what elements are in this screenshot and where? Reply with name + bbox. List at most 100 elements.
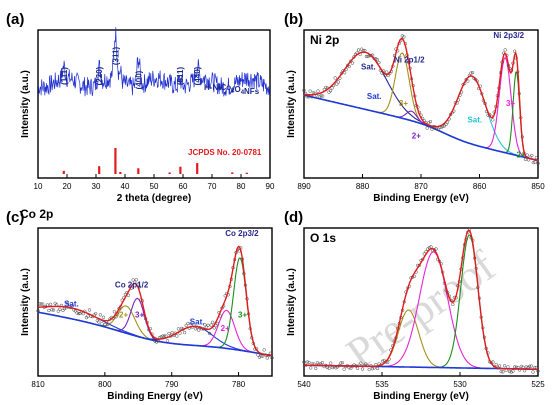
peak-annotation: Co 2p3/2 [225, 229, 259, 238]
data-point [501, 370, 505, 374]
x-tick-label: 535 [375, 380, 389, 389]
data-point [307, 360, 311, 365]
data-point [330, 86, 334, 90]
y-axis-title: Intensity (a.u.) [20, 268, 31, 336]
data-point [182, 330, 187, 335]
data-point [339, 361, 343, 365]
data-point [340, 361, 345, 365]
component-curve-purple [303, 94, 539, 161]
peak-annotation: 3+ [135, 311, 144, 320]
data-point [369, 53, 373, 58]
envelope-fit [303, 37, 539, 162]
component-curve-navy [303, 51, 539, 161]
data-point [469, 71, 473, 75]
data-point [375, 366, 380, 371]
panel-letter: (a) [6, 11, 24, 28]
data-point [425, 126, 429, 130]
x-tick-label: 40 [121, 182, 130, 191]
data-point [402, 35, 406, 39]
data-point [430, 127, 434, 131]
sample-label-part: O [234, 85, 240, 94]
data-point [302, 360, 306, 364]
data-point [305, 360, 309, 364]
data-point [260, 354, 265, 358]
data-point [101, 315, 106, 319]
plot-frame [303, 227, 539, 377]
data-point [270, 356, 274, 360]
reference-bar [119, 171, 122, 174]
x-axis-title: 2 theta (degree) [117, 193, 191, 204]
data-point [494, 362, 498, 367]
data-point [531, 160, 535, 165]
data-point [165, 339, 170, 343]
data-point [70, 303, 74, 308]
data-point [530, 153, 534, 158]
data-point [342, 367, 346, 371]
data-point [37, 302, 42, 306]
data-point [328, 89, 333, 93]
sample-label-subscript: 4 [241, 90, 245, 96]
peak-annotation: Sat. [64, 300, 79, 309]
reference-bar [98, 166, 101, 174]
data-point [417, 263, 421, 268]
data-point [39, 302, 43, 306]
x-tick-label: 50 [150, 182, 159, 191]
reference-bar [168, 172, 171, 174]
data-point [317, 95, 322, 99]
data-point [347, 64, 351, 69]
x-tick-label: 780 [232, 380, 246, 389]
data-point [94, 312, 98, 316]
data-point [87, 308, 92, 312]
reference-bar [231, 172, 234, 174]
x-tick-label: 60 [179, 182, 188, 191]
data-point [204, 325, 209, 329]
x-tick-label: 525 [531, 380, 545, 389]
data-point [385, 70, 389, 74]
sample-label-part: H-NiCo [204, 83, 231, 92]
data-point [36, 309, 40, 313]
data-point [203, 323, 207, 327]
data-point [536, 161, 540, 166]
data-point [527, 364, 532, 368]
data-point [531, 370, 535, 374]
data-point [307, 95, 311, 99]
data-point [41, 302, 45, 306]
peak-annotation: Co 2p1/2 [115, 281, 149, 290]
x-tick-label: 790 [165, 380, 179, 389]
data-point [215, 321, 220, 326]
x-tick-label: 70 [208, 182, 217, 191]
x-tick-label: 800 [98, 380, 112, 389]
data-point [56, 309, 60, 313]
data-point [523, 157, 528, 162]
data-point [321, 94, 325, 98]
background-curve [37, 311, 273, 357]
data-point [175, 334, 179, 338]
x-axis-title: Binding Energy (eV) [373, 391, 469, 402]
data-point [512, 49, 517, 53]
reference-bar [137, 168, 140, 174]
data-point [268, 351, 273, 355]
panel-b: 890 880 870 860 850 Binding Energy (eV) Intens… [284, 11, 545, 204]
data-point [319, 94, 323, 98]
data-point [176, 327, 181, 331]
sample-label-part: NFs [244, 87, 260, 96]
data-point [197, 328, 201, 332]
x-tick-label: 850 [531, 182, 545, 191]
data-point [519, 364, 523, 369]
peak-label: (220) [95, 66, 104, 85]
data-point [491, 118, 495, 122]
data-point [131, 278, 135, 282]
panel-title: O 1s [310, 231, 336, 245]
reference-bar [196, 163, 199, 174]
data-point [324, 85, 328, 90]
data-point [444, 122, 448, 127]
peak-annotation: 3+ [238, 311, 247, 320]
panel-d: 540 535 530 525 Binding Energy (eV) Intensity… [284, 209, 545, 402]
x-tick-label: 860 [473, 182, 487, 191]
data-point [349, 366, 353, 371]
peak-annotation: 3+ [506, 99, 515, 108]
reference-label: JCPDS No. 20-0781 [188, 148, 262, 157]
x-tick-label: 10 [34, 182, 43, 191]
data-point [161, 334, 165, 338]
data-point [98, 313, 103, 317]
